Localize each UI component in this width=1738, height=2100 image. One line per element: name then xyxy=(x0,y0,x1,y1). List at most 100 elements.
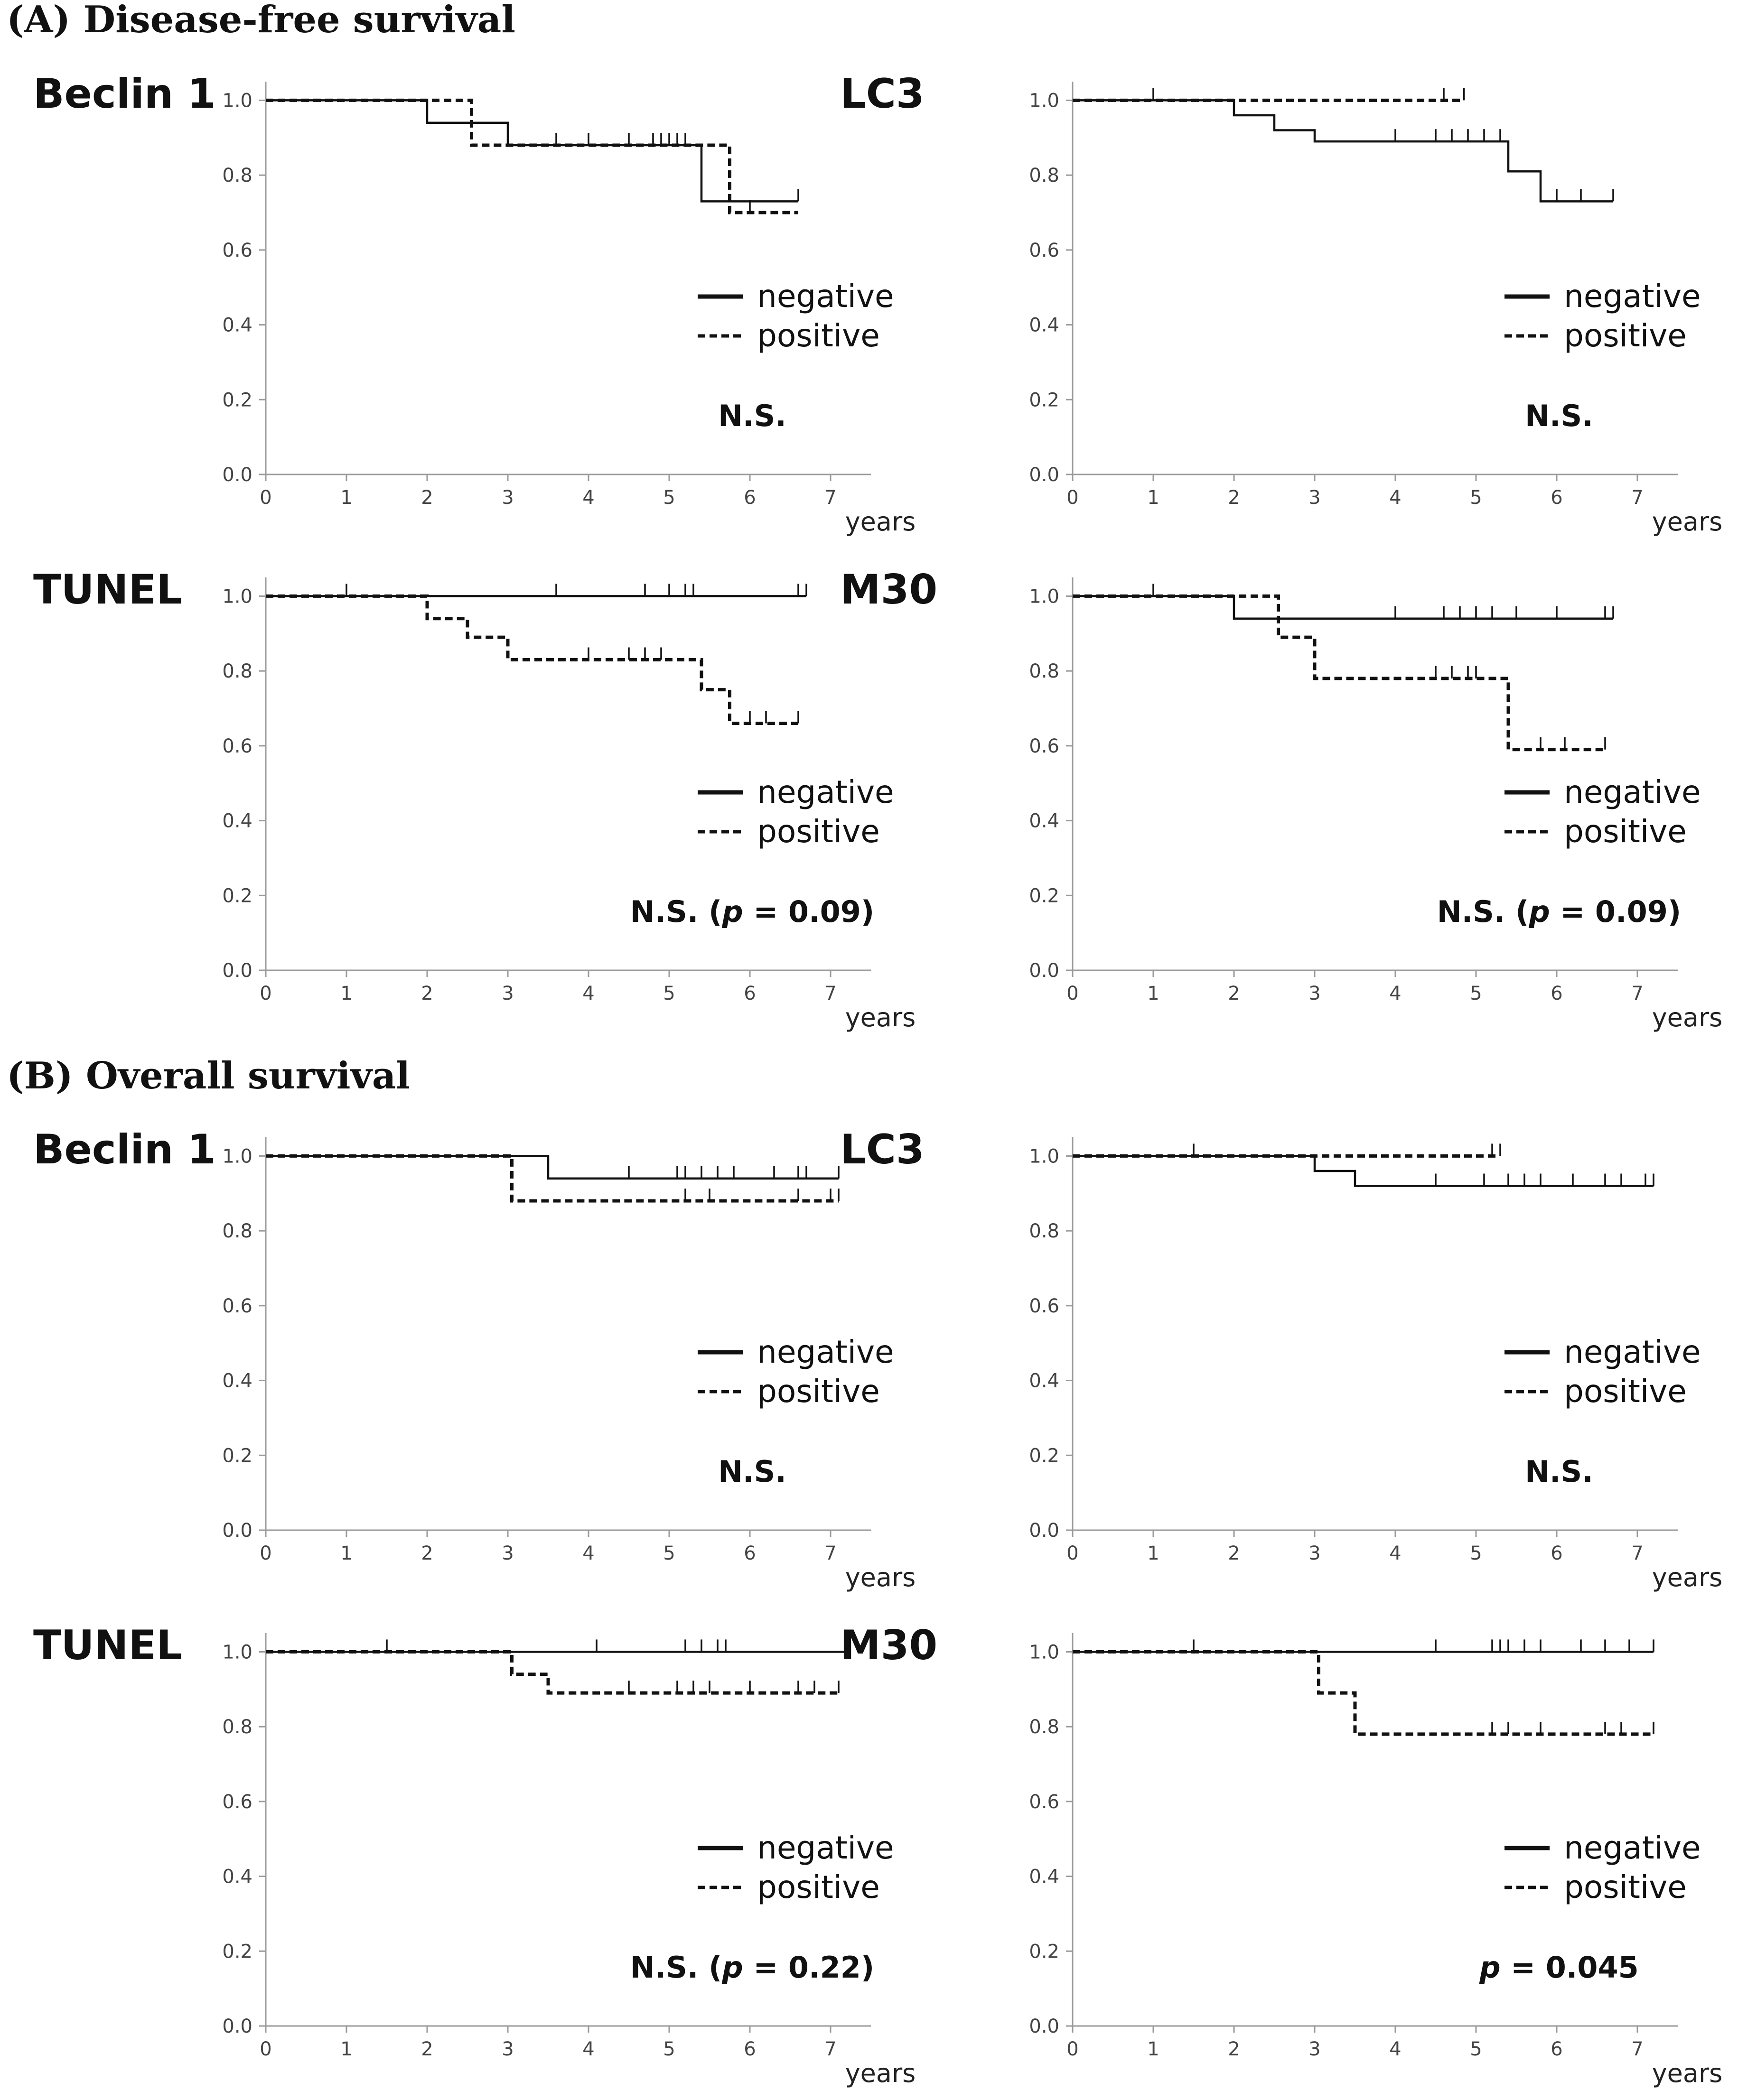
legend-label-positive: positive xyxy=(757,317,880,354)
y-tick-label: 0.0 xyxy=(1029,464,1059,486)
panel-b-lc3: LC3 0.0 0.2 0.4 0.6 0.8 1.0 0 1 2 3 4 5 6 7 years negati… xyxy=(807,1113,1737,1597)
panel-title: M30 xyxy=(840,1622,938,1669)
panel-b-tunel: TUNEL 0.0 0.2 0.4 0.6 0.8 1.0 0 1 2 3 4 5 6 7 years nega… xyxy=(0,1608,930,2092)
x-tick-label: 5 xyxy=(663,1542,675,1564)
significance-prefix: N.S. xyxy=(1525,1454,1593,1489)
km-plot: 0.00.20.40.60.81.00 1 2 3 4 5 6 7yearsnegativep… xyxy=(1029,1633,1723,2088)
y-tick-label: 0.8 xyxy=(222,1716,252,1738)
significance-prefix: N.S. xyxy=(718,399,786,433)
x-tick-label: 0 xyxy=(1066,487,1078,509)
y-tick-label: 0.6 xyxy=(1029,1295,1059,1317)
km-plot: 0.00.20.40.60.81.00 1 2 3 4 5 6 7yearsnegativep… xyxy=(222,577,916,1032)
significance-label: p = 0.045 xyxy=(1479,1950,1639,1985)
x-tick-label: 5 xyxy=(1470,1542,1482,1564)
y-tick-label: 0.2 xyxy=(1029,885,1059,907)
y-tick-label: 0.2 xyxy=(222,389,252,411)
y-tick-label: 0.6 xyxy=(1029,1791,1059,1813)
x-tick-label: 4 xyxy=(582,1542,594,1564)
x-tick-label: 5 xyxy=(1470,983,1482,1004)
y-tick-label: 1.0 xyxy=(222,90,252,112)
survival-curve-negative xyxy=(266,99,798,203)
x-axis-label: years xyxy=(1652,2058,1723,2088)
p-value: = 0.09) xyxy=(1550,894,1681,929)
x-tick-label: 2 xyxy=(421,1542,433,1564)
significance-label: N.S. (p = 0.09) xyxy=(1437,894,1681,929)
x-tick-label: 3 xyxy=(502,983,514,1004)
x-tick-label: 4 xyxy=(1389,1542,1401,1564)
p-value: = 0.045 xyxy=(1501,1950,1639,1985)
x-tick-label: 5 xyxy=(663,2038,675,2060)
survival-curve-positive xyxy=(266,1650,839,1695)
x-tick-label: 3 xyxy=(1308,487,1320,509)
survival-curve-positive xyxy=(266,98,798,214)
x-tick-label: 6 xyxy=(1551,2038,1562,2060)
x-tick-label: 7 xyxy=(1631,983,1643,1004)
x-tick-label: 4 xyxy=(1389,2038,1401,2060)
km-plot: 0.00.20.40.60.81.00 1 2 3 4 5 6 7yearsnegativep… xyxy=(1029,577,1723,1032)
legend-label-negative: negative xyxy=(757,774,894,810)
y-tick-label: 0.0 xyxy=(222,2016,252,2037)
significance-prefix: N.S. xyxy=(1525,399,1593,433)
panel-title: M30 xyxy=(840,566,938,613)
x-tick-label: 5 xyxy=(1470,2038,1482,2060)
x-tick-label: 6 xyxy=(1551,487,1562,509)
y-tick-label: 0.6 xyxy=(1029,735,1059,757)
y-tick-label: 0.4 xyxy=(222,315,252,336)
panel-title: TUNEL xyxy=(33,566,183,613)
y-tick-label: 0.4 xyxy=(1029,810,1059,832)
y-tick-label: 0.8 xyxy=(1029,165,1059,186)
x-tick-label: 1 xyxy=(340,487,352,509)
x-tick-label: 3 xyxy=(1308,1542,1320,1564)
y-tick-label: 0.0 xyxy=(1029,1520,1059,1542)
p-value: = 0.09) xyxy=(743,894,874,929)
x-tick-label: 1 xyxy=(1147,1542,1159,1564)
p-symbol: p xyxy=(1528,894,1550,929)
x-tick-label: 3 xyxy=(502,1542,514,1564)
y-tick-label: 0.2 xyxy=(1029,1445,1059,1467)
x-tick-label: 1 xyxy=(1147,2038,1159,2060)
y-tick-label: 0.2 xyxy=(1029,389,1059,411)
x-tick-label: 2 xyxy=(421,983,433,1004)
y-tick-label: 0.6 xyxy=(222,735,252,757)
y-tick-label: 0.4 xyxy=(1029,1866,1059,1888)
legend-label-negative: negative xyxy=(1564,278,1701,315)
p-symbol: p xyxy=(1479,1950,1500,1985)
x-axis-label: years xyxy=(845,2058,916,2088)
x-axis-label: years xyxy=(845,1003,916,1032)
x-tick-label: 0 xyxy=(260,983,271,1004)
legend-label-positive: positive xyxy=(1564,1373,1687,1410)
y-tick-label: 0.8 xyxy=(222,660,252,682)
panel-title: Beclin 1 xyxy=(33,70,216,118)
y-tick-label: 1.0 xyxy=(1029,90,1059,112)
x-tick-label: 4 xyxy=(1389,983,1401,1004)
legend-label-negative: negative xyxy=(757,278,894,315)
significance-label: N.S. (p = 0.22) xyxy=(630,1950,874,1985)
y-tick-label: 0.0 xyxy=(222,960,252,982)
y-tick-label: 1.0 xyxy=(1029,1641,1059,1663)
x-axis-label: years xyxy=(1652,1003,1723,1032)
x-tick-label: 5 xyxy=(663,487,675,509)
x-tick-label: 0 xyxy=(260,2038,271,2060)
p-symbol: p xyxy=(721,1950,743,1985)
y-tick-label: 0.2 xyxy=(1029,1941,1059,1962)
significance-label: N.S. xyxy=(718,1454,786,1489)
x-tick-label: 3 xyxy=(502,2038,514,2060)
x-tick-label: 7 xyxy=(1631,1542,1643,1564)
survival-curve-positive xyxy=(266,1154,839,1203)
x-tick-label: 0 xyxy=(1066,2038,1078,2060)
significance-label: N.S. xyxy=(1525,399,1593,433)
x-tick-label: 2 xyxy=(1228,983,1240,1004)
km-plot: 0.00.20.40.60.81.00 1 2 3 4 5 6 7yearsnegativep… xyxy=(222,1633,916,2088)
x-tick-label: 1 xyxy=(340,1542,352,1564)
y-tick-label: 0.6 xyxy=(1029,240,1059,261)
panel-title: LC3 xyxy=(840,70,925,118)
km-plot: 0.00.20.40.60.81.00 1 2 3 4 5 6 7yearsnegativep… xyxy=(1029,1137,1722,1592)
x-tick-label: 6 xyxy=(744,487,756,509)
survival-curve-negative xyxy=(1073,99,1613,203)
km-plot: 0.00.20.40.60.81.00 1 2 3 4 5 6 7yearsnegativep… xyxy=(222,82,916,537)
survival-curve-positive xyxy=(266,594,798,725)
y-tick-label: 0.8 xyxy=(1029,1716,1059,1738)
y-tick-label: 0.0 xyxy=(222,464,252,486)
y-tick-label: 0.0 xyxy=(1029,2016,1059,2037)
panel-title: TUNEL xyxy=(33,1622,183,1669)
